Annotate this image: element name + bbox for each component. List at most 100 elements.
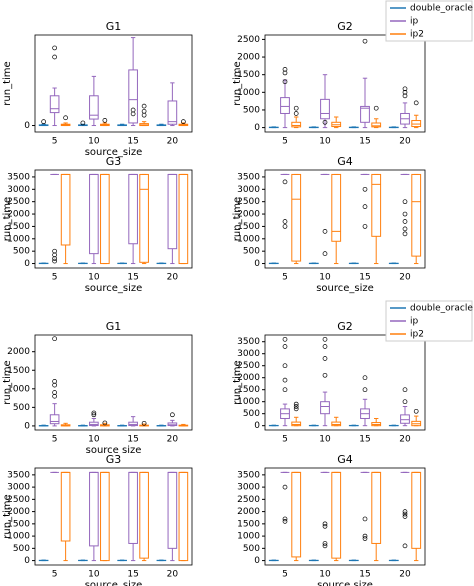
- x-tick-label: 20: [167, 435, 179, 445]
- outlier: [362, 387, 368, 393]
- outlier: [322, 344, 328, 349]
- y-tick-label: 2000: [237, 373, 260, 383]
- y-axis-label: run_time: [232, 360, 243, 404]
- box: [139, 173, 149, 263]
- outlier: [102, 420, 108, 426]
- outlier: [362, 375, 368, 381]
- y-tick-label: 3500: [237, 337, 260, 347]
- x-tick-label: 5: [52, 435, 58, 445]
- y-tick-label: 2000: [7, 210, 30, 220]
- x-tick-label: 5: [282, 273, 288, 283]
- box: [291, 471, 302, 558]
- box: [100, 471, 110, 562]
- box: [49, 414, 60, 425]
- panel-title: G2: [337, 20, 353, 33]
- box: [60, 471, 71, 542]
- y-tick-label: 1500: [237, 70, 260, 80]
- outlier: [102, 118, 108, 123]
- x-tick-label: 10: [88, 273, 100, 283]
- y-tick-label: 2000: [237, 53, 260, 63]
- x-tick-label: 10: [319, 570, 331, 580]
- y-tick-label: 500: [243, 409, 260, 419]
- outlier: [362, 204, 368, 209]
- axes-frame: [34, 467, 193, 566]
- y-tick-label: 0: [254, 259, 260, 269]
- box: [371, 471, 382, 544]
- outlier: [80, 120, 86, 126]
- outlier: [373, 105, 379, 111]
- box: [60, 173, 71, 246]
- x-tick-label: 5: [52, 137, 58, 147]
- y-tick-label: 3000: [7, 483, 30, 493]
- box: [280, 97, 290, 114]
- outlier: [52, 382, 57, 388]
- y-tick-label: 1500: [7, 222, 30, 232]
- x-tick-label: 5: [52, 273, 58, 283]
- outlier: [52, 45, 57, 51]
- x-tick-label: 20: [399, 137, 411, 147]
- outlier: [293, 105, 299, 111]
- panel-title: G1: [106, 320, 122, 333]
- axes-frame: [34, 34, 193, 133]
- outlier: [402, 89, 408, 95]
- legend-label: ip2: [410, 330, 424, 340]
- x-tick-label: 20: [399, 273, 411, 283]
- x-tick-label: 5: [52, 570, 58, 580]
- outlier: [141, 108, 147, 114]
- x-axis-label: source size: [86, 445, 142, 456]
- x-tick-label: 20: [399, 435, 411, 445]
- x-tick-label: 10: [319, 137, 331, 147]
- x-axis-label: source_size: [85, 580, 143, 586]
- panel-title: G3: [106, 155, 122, 168]
- y-tick-label: 3000: [7, 185, 30, 195]
- y-tick-label: 2000: [7, 347, 30, 357]
- outlier: [402, 86, 408, 92]
- y-tick-label: 2000: [237, 507, 260, 517]
- box: [331, 421, 342, 427]
- y-tick-label: 2500: [7, 197, 30, 207]
- outlier: [141, 420, 147, 426]
- outlier: [402, 399, 408, 405]
- box: [49, 95, 60, 114]
- outlier: [413, 100, 419, 106]
- box: [89, 421, 99, 427]
- outlier: [322, 523, 328, 529]
- x-tick-label: 15: [359, 137, 370, 147]
- y-tick-label: 3000: [237, 185, 260, 195]
- y-tick-label: 1500: [7, 366, 30, 376]
- y-tick-label: 2000: [7, 507, 30, 517]
- x-tick-label: 10: [88, 570, 100, 580]
- box: [128, 173, 138, 245]
- y-tick-label: 2500: [237, 495, 260, 505]
- axes-frame: [34, 169, 193, 269]
- outlier: [130, 107, 136, 113]
- outlier: [402, 219, 408, 224]
- panel-title: G2: [337, 320, 353, 333]
- outlier: [282, 387, 288, 393]
- y-tick-label: 1000: [237, 532, 260, 542]
- outlier: [52, 393, 57, 399]
- x-tick-label: 10: [88, 137, 100, 147]
- y-tick-label: 1000: [237, 234, 260, 244]
- box: [89, 95, 99, 120]
- outlier: [52, 256, 57, 261]
- box: [411, 120, 422, 128]
- y-tick-label: 3500: [237, 470, 260, 480]
- legend-label: ip: [410, 317, 419, 327]
- outlier: [322, 119, 328, 125]
- axes-frame: [264, 334, 426, 431]
- x-tick-label: 10: [319, 435, 331, 445]
- x-tick-label: 15: [359, 273, 370, 283]
- y-tick-label: 1500: [7, 519, 30, 529]
- y-tick-label: 0: [24, 259, 30, 269]
- panel-title: G4: [337, 155, 353, 168]
- x-axis-label: source_size: [85, 283, 143, 294]
- outlier: [362, 224, 368, 229]
- y-tick-label: 1000: [237, 397, 260, 407]
- outlier: [282, 377, 288, 383]
- axes-frame: [34, 334, 193, 431]
- outlier: [282, 336, 288, 342]
- box: [320, 401, 330, 415]
- outlier: [322, 372, 328, 378]
